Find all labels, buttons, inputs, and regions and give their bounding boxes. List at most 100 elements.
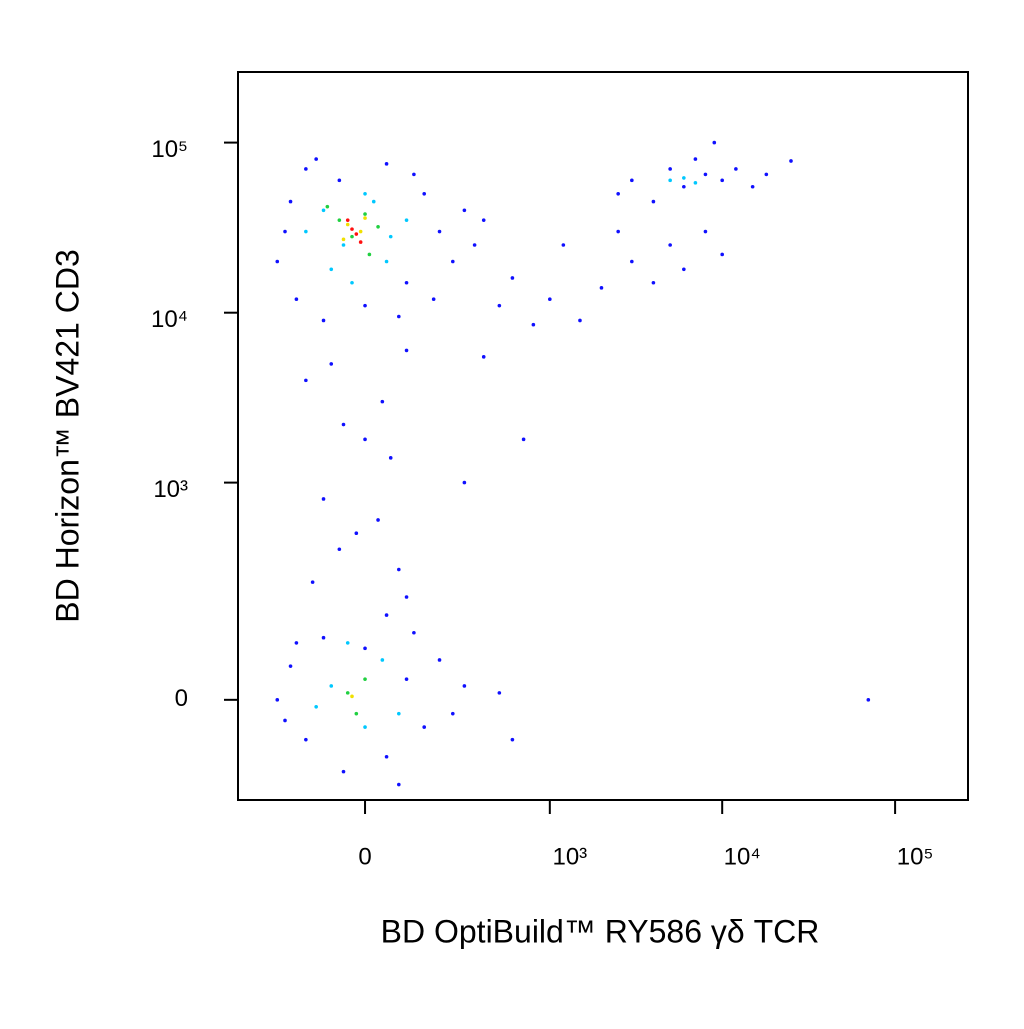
event-dot	[275, 698, 280, 702]
event-dot	[341, 422, 346, 427]
event-dot	[371, 199, 376, 204]
event-dot	[384, 754, 389, 759]
event-dot	[521, 437, 526, 442]
event-dot	[531, 322, 536, 327]
event-dot	[750, 184, 755, 189]
event-dot	[384, 259, 389, 264]
event-dot	[337, 178, 342, 183]
event-dot	[450, 259, 455, 264]
event-dot	[651, 280, 656, 285]
event-dot	[321, 208, 326, 213]
event-dot	[275, 259, 280, 264]
event-dot	[431, 297, 436, 302]
event-dot	[380, 658, 385, 662]
event-dot	[450, 711, 455, 716]
event-dot	[294, 297, 299, 302]
event-dot	[363, 191, 367, 196]
event-dot	[337, 218, 342, 222]
y-tick-label: 10⁴	[151, 306, 188, 333]
event-dot	[363, 212, 367, 216]
event-dot	[288, 199, 293, 204]
event-dot	[345, 222, 350, 227]
x-tick-label: 0	[358, 843, 371, 870]
event-dot	[304, 167, 308, 171]
event-dot	[462, 480, 467, 485]
event-dot	[651, 199, 656, 204]
event-dot	[397, 314, 401, 319]
event-dot	[866, 698, 871, 702]
event-dot	[397, 567, 401, 572]
event-dot	[388, 234, 393, 239]
event-dot	[412, 630, 416, 635]
event-dot	[283, 718, 287, 723]
event-dot	[578, 318, 582, 323]
event-dot	[437, 229, 442, 234]
event-dot	[358, 240, 363, 244]
event-dot	[630, 259, 634, 264]
event-dot	[345, 641, 350, 645]
event-dot	[510, 276, 515, 280]
event-dot	[404, 280, 409, 285]
event-dot	[616, 191, 620, 196]
event-dot	[288, 664, 293, 668]
event-dot	[404, 218, 409, 222]
event-dot	[693, 157, 698, 161]
event-dot	[397, 711, 401, 716]
x-tick-label: 10³	[552, 843, 587, 870]
event-dot	[764, 172, 769, 177]
event-dot	[354, 531, 359, 536]
y-tick-label: 10³	[153, 476, 188, 503]
event-dot	[354, 711, 359, 716]
event-dot	[404, 348, 409, 353]
event-dot	[304, 378, 308, 383]
event-dot	[325, 204, 330, 209]
event-dot	[363, 646, 367, 651]
event-dot	[321, 318, 326, 323]
event-dot	[789, 159, 793, 163]
event-dot	[304, 229, 308, 234]
event-dot	[682, 267, 686, 272]
event-dot	[616, 229, 620, 234]
event-dot	[599, 286, 604, 290]
event-dot	[720, 178, 724, 183]
event-dot	[384, 613, 389, 617]
event-dot	[481, 355, 486, 359]
event-dot	[341, 237, 346, 242]
event-dot	[358, 229, 363, 234]
event-dot	[341, 769, 346, 774]
event-dot	[321, 497, 326, 501]
event-dot	[294, 641, 299, 645]
event-dot	[363, 677, 367, 681]
event-dot	[314, 157, 318, 161]
event-dot	[548, 297, 552, 302]
event-dot	[462, 684, 467, 688]
event-dot	[437, 658, 442, 662]
event-dot	[703, 172, 708, 177]
event-dot	[329, 267, 334, 272]
event-dot	[350, 234, 354, 239]
event-dot	[472, 243, 477, 247]
event-dot	[630, 178, 634, 183]
event-dot	[682, 176, 686, 180]
x-tick-label: 10⁵	[897, 843, 934, 870]
event-dot	[720, 252, 724, 257]
event-dot	[682, 184, 686, 189]
event-dot	[510, 737, 515, 742]
event-dot	[712, 140, 717, 145]
event-dot	[337, 547, 342, 552]
event-dot	[363, 437, 367, 442]
event-dot	[497, 303, 502, 308]
event-dot	[376, 518, 380, 522]
event-dot	[341, 243, 346, 247]
event-dot	[314, 704, 318, 709]
event-dot	[693, 181, 698, 185]
y-axis-title: BD Horizon™ BV421 CD3	[49, 249, 85, 622]
event-dot	[345, 218, 350, 222]
event-dot	[404, 677, 409, 681]
event-dot	[668, 178, 672, 183]
y-tick-label: 0	[175, 685, 188, 712]
y-tick-label: 10⁵	[151, 136, 188, 163]
event-dot	[668, 167, 672, 171]
x-axis-title: BD OptiBuild™ RY586 γδ TCR	[381, 913, 820, 949]
